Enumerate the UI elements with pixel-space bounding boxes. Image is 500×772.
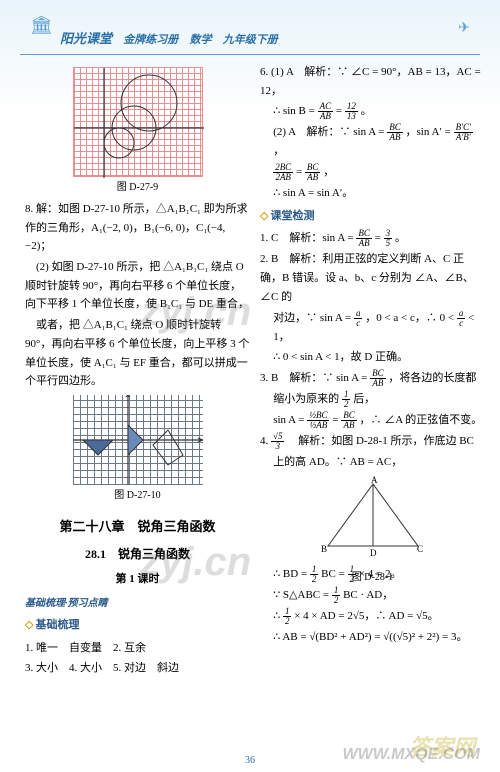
a4h: BC · AD，: [343, 589, 393, 601]
a1: 1. C 解析：sin A =: [260, 232, 354, 244]
figure-d-28-1: A B C D 图 D-28-1: [313, 476, 433, 561]
q6-1b: ∴ sin B =: [273, 105, 315, 117]
frac-bc-ab3: BCAB: [356, 229, 372, 248]
frac-half: ½BC½AB: [307, 411, 329, 430]
a4c: 上的高 AD。∵ AB = AC，: [260, 453, 485, 472]
frac-bc-ab: BCAB: [387, 123, 403, 142]
basics-line2: 3. 大小 4. 大小 5. 对边 斜边: [25, 659, 250, 678]
q6-2: (2) A 解析：∵ sin A =: [273, 126, 384, 138]
a4i: ∴: [273, 610, 280, 622]
q6-2-line: (2) A 解析：∵ sin A = BCAB ，sin A′ = B′C′A′…: [260, 123, 485, 161]
vertex-A: A: [371, 476, 378, 485]
a3-line3: sin A = ½BC½AB = BCAB ，∴ ∠A 的正弦值不变。: [260, 411, 485, 430]
figure-d-27-10: 图 D-27-10: [25, 395, 250, 504]
lesson-title: 第 1 课时: [25, 570, 250, 589]
a1b: 。: [395, 232, 406, 244]
basics-line1: 1. 唯一 自变量 2. 互余: [25, 639, 250, 658]
q8-p3: 或者，把 △A₁B₁C₁ 绕点 O 顺时针旋转 90°，再向右平移 6 个单位长…: [25, 316, 250, 391]
q8-intro: 8. 解：如图 D-27-10 所示，△A₁B₁C₁ 即为所求作的三角形，A₁(…: [25, 200, 250, 256]
figure-d-27-9: 图 D-27-9: [25, 67, 250, 196]
block-label-1: 基础梳理·预习点睛: [25, 595, 250, 612]
frac-1-2e: 12: [283, 607, 292, 626]
frac-a-c2: ac: [457, 309, 466, 328]
a4-line3: ∵ S△ABC = 12 BC · AD，: [260, 586, 485, 605]
chapter-title: 第二十八章 锐角三角函数: [25, 516, 250, 538]
a4j: × 4 × AD = 2√5，∴ AD = √5。: [294, 610, 438, 622]
q6-2d-line: 2BC2AB = BCAB ，: [260, 163, 485, 182]
right-column: 6. (1) A 解析：∵ ∠C = 90°，AB = 13，AC = 12， …: [260, 63, 485, 680]
q6-2b: ，sin A′ =: [406, 126, 451, 138]
vertex-B: B: [321, 544, 327, 554]
a2c: ，0 < a < c，∴ 0 <: [365, 312, 454, 324]
frac-bc-ab5: BCAB: [341, 411, 357, 430]
a2b: 对边，∵ sin A =: [273, 312, 351, 324]
q6-1: 6. (1) A 解析：∵ ∠C = 90°，AB = 13，AC = 12，: [260, 63, 485, 100]
a2-line2: 对边，∵ sin A = ac ，0 < a < c，∴ 0 < ac < 1，: [260, 309, 485, 347]
frac-a-c: ac: [354, 309, 363, 328]
frac-root5-3: √53: [271, 432, 284, 451]
subject-name: 数学: [190, 34, 212, 46]
frac-1-2d: 12: [332, 586, 341, 605]
book-name: 金牌练习册: [123, 34, 178, 46]
a4k: ∴ AB = √(BD² + AD²) = √((√5)² + 2²) = 3。: [260, 628, 485, 647]
a3d: 后，: [353, 393, 375, 405]
frac-bc-ab4: BCAB: [370, 369, 386, 388]
a2e: ∴ 0 < sin A < 1，故 D 正确。: [260, 348, 485, 367]
frac-1-2a: 12: [342, 390, 351, 409]
grade-name: 九年级下册: [223, 34, 278, 46]
frac-ac-ab: ACAB: [318, 102, 334, 121]
page-header: 🏛 阳光课堂 金牌练习册 数学 九年级下册 ✈: [0, 0, 500, 55]
a4: 4.: [260, 435, 268, 447]
fig1-caption: 图 D-27-9: [25, 179, 250, 196]
series-name: 阳光课堂: [60, 31, 112, 46]
frac-2bc-2ab: 2BC2AB: [273, 163, 293, 182]
frac-bc-ab2: BCAB: [305, 163, 321, 182]
grid-diagram-1: [73, 67, 203, 177]
sub-header-ketang: 课堂检测: [260, 207, 485, 226]
fig2-caption: 图 D-27-10: [25, 487, 250, 504]
a4-line4: ∴ 12 × 4 × AD = 2√5，∴ AD = √5。: [260, 607, 485, 626]
sub-header-jichu: 基础梳理: [25, 616, 250, 635]
a4b: 解析：如图 D-28-1 所示，作底边 BC: [287, 435, 474, 447]
vertex-C: C: [417, 544, 423, 554]
frac-3-5: 35: [384, 229, 393, 248]
main-content: 图 D-27-9 8. 解：如图 D-27-10 所示，△A₁B₁C₁ 即为所求…: [0, 55, 500, 690]
fig3-caption: 图 D-28-1: [313, 569, 433, 586]
watermark-mxqe: WWW.MXQE.COM: [343, 746, 480, 764]
frac-12-13: 1213: [345, 102, 358, 121]
a3e: sin A =: [273, 414, 304, 426]
header-rule: [20, 54, 480, 55]
a3f: ，∴ ∠A 的正弦值不变。: [359, 414, 482, 426]
a4-line: 4. √53 解析：如图 D-28-1 所示，作底边 BC: [260, 432, 485, 451]
section-title: 28.1 锐角三角函数: [25, 544, 250, 564]
q8-p2: (2) 如图 D-27-10 所示，把 △A₁B₁C₁ 绕点 O 顺时针旋转 9…: [25, 258, 250, 314]
q6-1b-line: ∴ sin B = ACAB = 1213 。: [260, 102, 485, 121]
q6-2c: ，: [273, 145, 284, 157]
frac-bpcp-apbp: B′C′A′B′: [454, 123, 473, 142]
left-column: 图 D-27-9 8. 解：如图 D-27-10 所示，△A₁B₁C₁ 即为所求…: [25, 63, 250, 680]
a4g: ∵ S△ABC =: [273, 589, 329, 601]
bird-icon: ✈: [458, 20, 470, 37]
a3b: ，将各边的长度都: [388, 372, 476, 384]
a3: 3. B 解析：∵ sin A =: [260, 372, 367, 384]
vertex-D: D: [370, 548, 377, 558]
a2: 2. B 解析：利用正弦的定义判断 A、C 正确，B 错误。设 a、b、c 分别…: [260, 250, 485, 306]
header-title: 阳光课堂 金牌练习册 数学 九年级下册: [60, 28, 278, 47]
grid-diagram-2: [73, 395, 203, 485]
a4d: ∴ BD =: [273, 568, 307, 580]
a3-line: 3. B 解析：∵ sin A = BCAB ，将各边的长度都: [260, 369, 485, 388]
q6-1c: 。: [361, 105, 372, 117]
header-decoration-icon: 🏛: [30, 15, 53, 36]
a3c: 缩小为原来的: [273, 393, 339, 405]
q6-2e: ∴ sin A = sin A′。: [260, 184, 485, 203]
page-number: 36: [245, 755, 255, 766]
watermark-daan: 答案网: [409, 730, 475, 762]
a1-line: 1. C 解析：sin A = BCAB = 35 。: [260, 229, 485, 248]
a3-line2: 缩小为原来的 12 后，: [260, 390, 485, 409]
